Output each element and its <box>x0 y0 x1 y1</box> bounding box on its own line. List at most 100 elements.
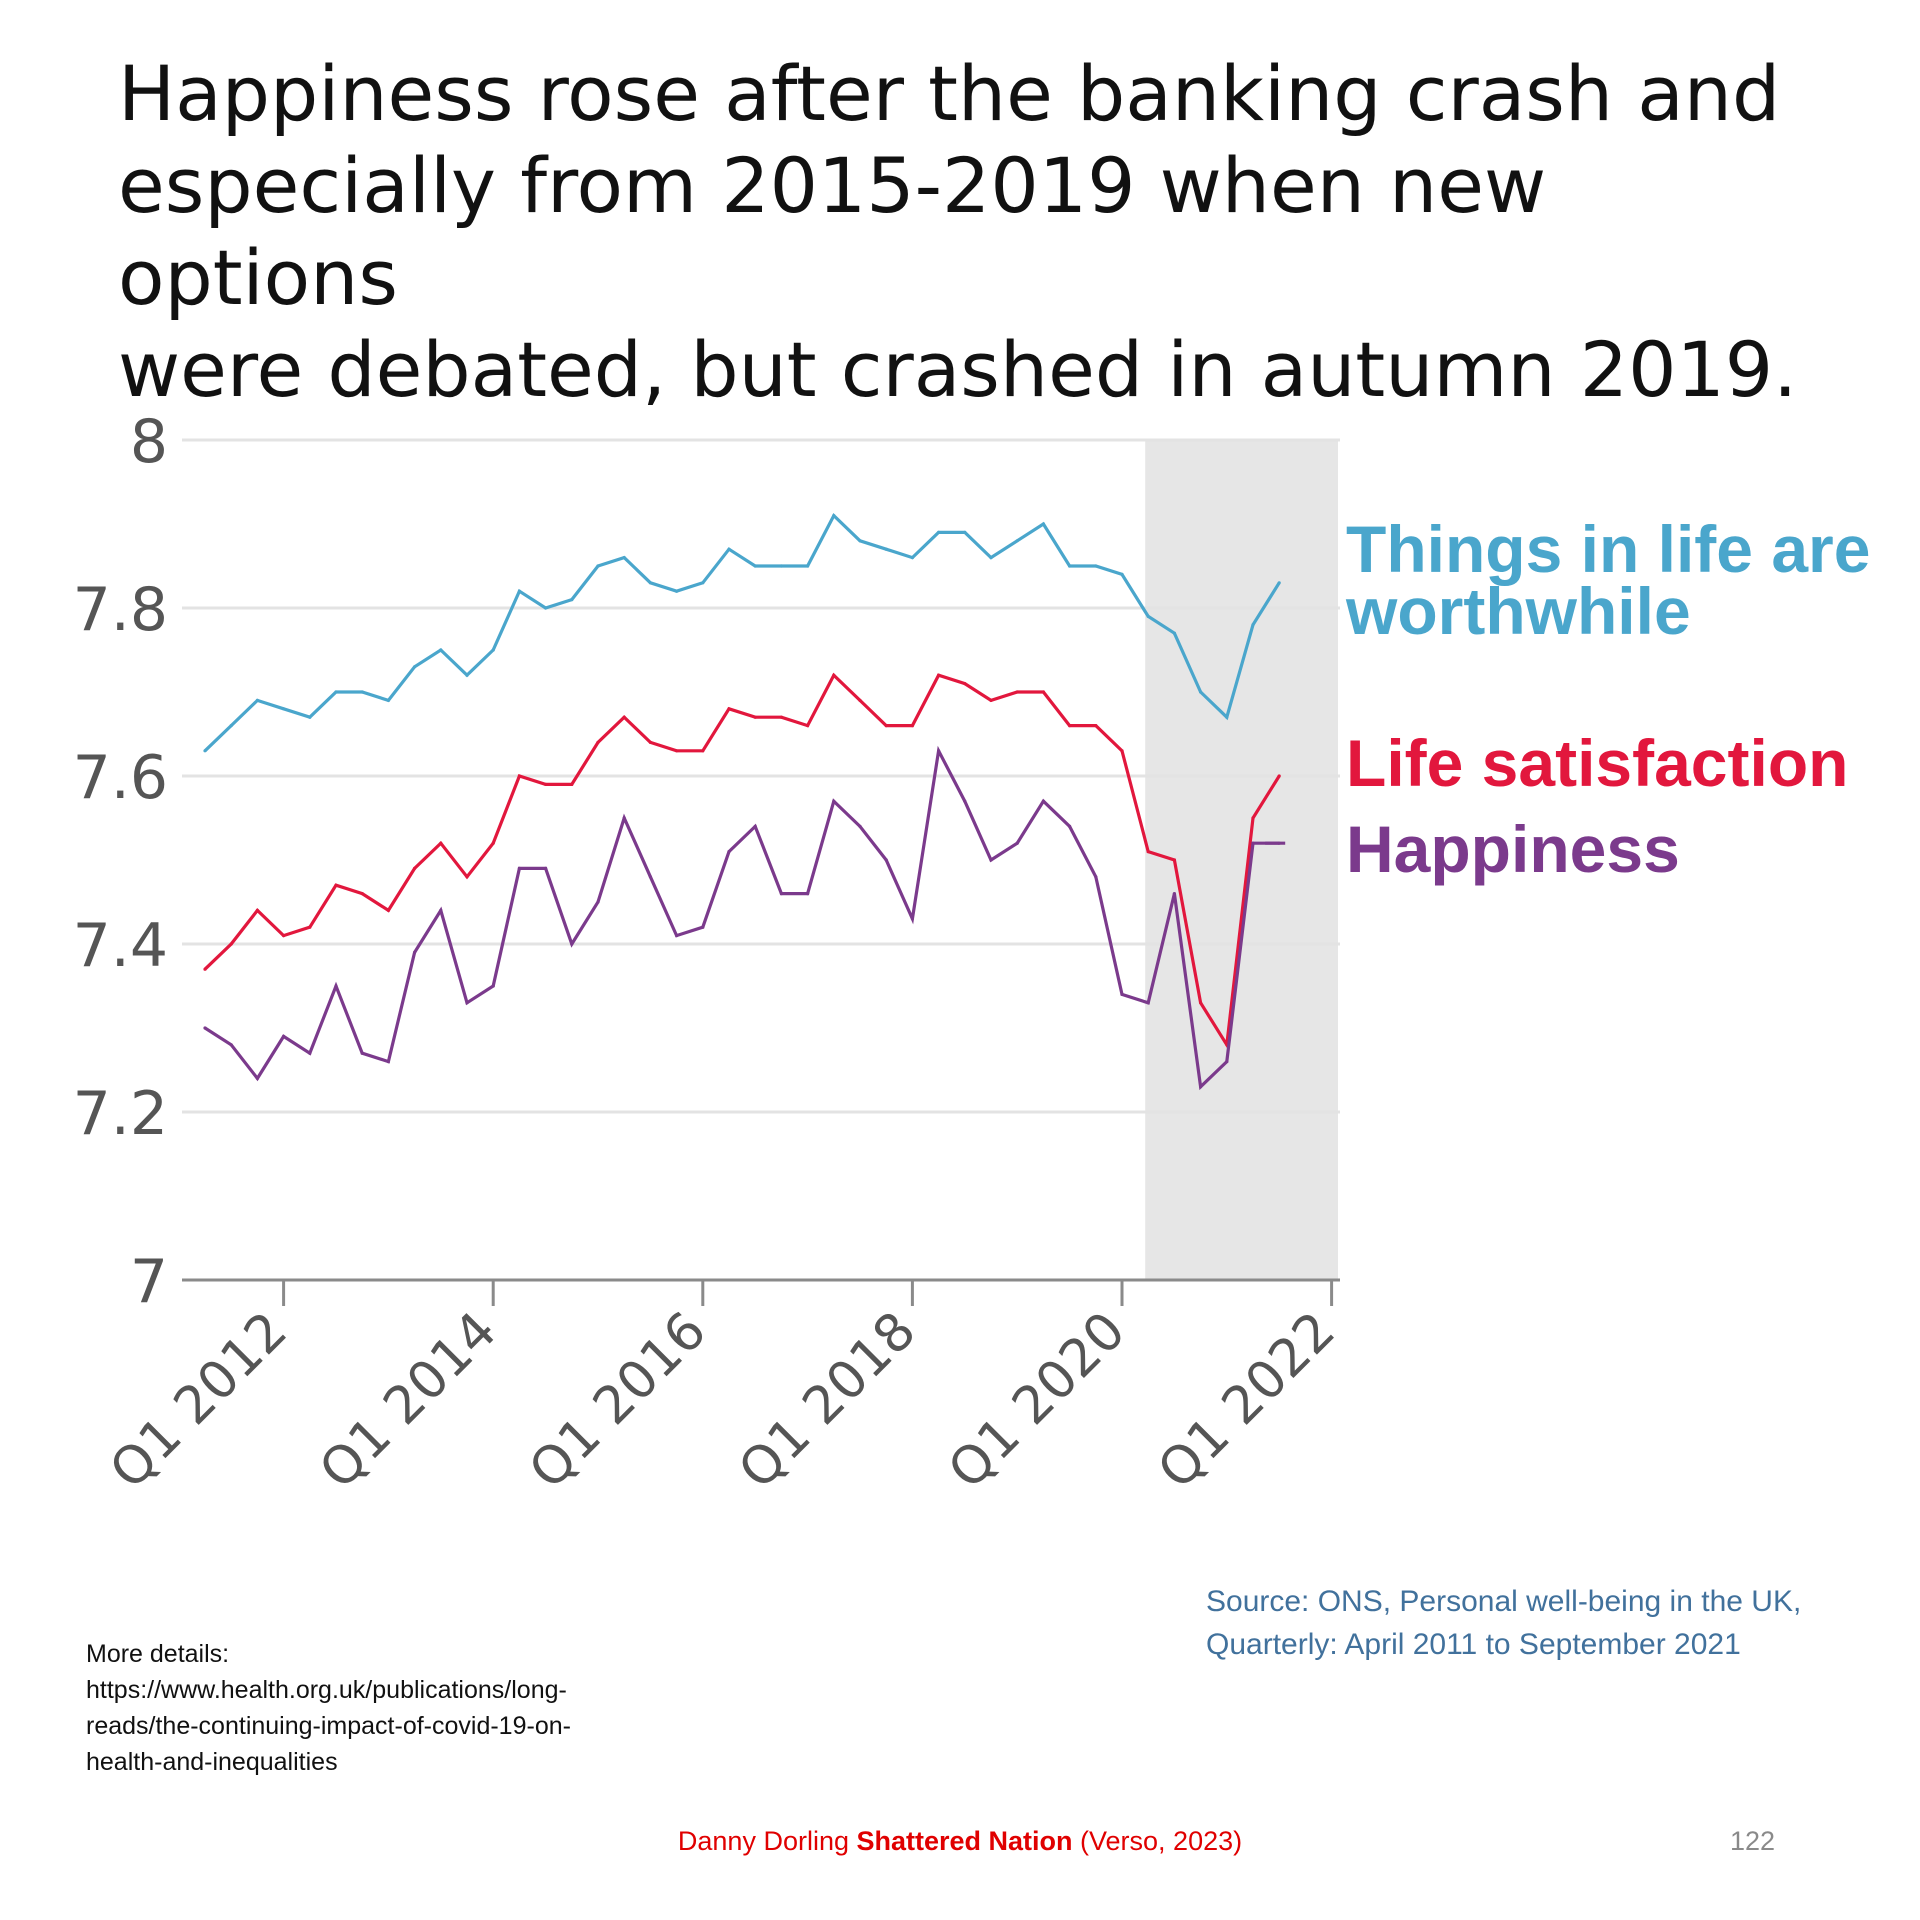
data-point-life_satisfaction <box>517 774 522 778</box>
data-point-happiness <box>675 934 679 938</box>
x-tick-label: Q1 2014 <box>308 1301 508 1501</box>
x-tick-label: Q1 2018 <box>728 1301 928 1501</box>
data-point-happiness <box>570 942 574 946</box>
data-point-happiness <box>622 816 626 820</box>
data-point-life_satisfaction <box>648 740 653 745</box>
data-point-life_satisfaction <box>701 749 705 753</box>
data-point-worthwhile <box>701 581 705 585</box>
data-point-worthwhile <box>491 648 495 652</box>
data-point-happiness <box>753 824 757 829</box>
data-point-life_satisfaction <box>1251 816 1255 820</box>
gridlines: 7 7.2 7.4 7.6 7.8 8 <box>73 407 1340 1317</box>
footer-publisher: (Verso, 2023) <box>1072 1826 1243 1856</box>
series-lines <box>203 512 1286 1091</box>
data-point-worthwhile <box>255 698 259 703</box>
data-point-worthwhile <box>386 698 390 703</box>
more-details: More details: https://www.health.org.uk/… <box>86 1636 706 1780</box>
y-tick-label: 7 <box>130 1247 168 1317</box>
data-point-life_satisfaction <box>334 883 338 887</box>
footer-book-title: Shattered Nation <box>856 1826 1073 1856</box>
data-point-worthwhile <box>858 539 862 543</box>
data-point-happiness <box>937 749 941 753</box>
data-point-life_satisfaction <box>832 673 836 677</box>
data-point-happiness <box>1225 1060 1229 1064</box>
data-point-happiness <box>806 892 810 896</box>
data-point-happiness <box>701 925 705 929</box>
covid-shaded-region <box>1145 440 1338 1280</box>
data-point-worthwhile <box>439 648 443 652</box>
footer-citation: Danny Dorling Shattered Nation (Verso, 2… <box>0 1826 1920 1857</box>
more-details-link-line-2[interactable]: reads/the-continuing-impact-of-covid-19-… <box>86 1712 571 1740</box>
data-point-life_satisfaction <box>465 875 469 879</box>
data-point-happiness <box>1041 799 1045 803</box>
data-point-happiness <box>1251 841 1255 845</box>
data-point-happiness <box>910 917 915 921</box>
data-point-worthwhile <box>675 589 679 593</box>
y-tick-label: 7.2 <box>73 1079 168 1149</box>
data-point-worthwhile <box>963 530 967 535</box>
data-point-worthwhile <box>1041 522 1045 526</box>
source-note: Source: ONS, Personal well-being in the … <box>1206 1580 1866 1666</box>
data-point-happiness <box>963 799 967 803</box>
data-point-happiness <box>727 850 731 854</box>
data-point-life_satisfaction <box>491 841 495 845</box>
series-label-life_satisfaction: Life satisfaction <box>1346 726 1848 800</box>
title-line-1: Happiness rose after the banking crash a… <box>118 49 1781 138</box>
data-point-life_satisfaction <box>622 715 626 719</box>
data-point-worthwhile <box>413 665 417 669</box>
data-point-worthwhile <box>1120 572 1124 577</box>
data-point-worthwhile <box>910 556 915 560</box>
data-point-life_satisfaction <box>1068 724 1072 728</box>
data-point-worthwhile <box>1068 564 1072 568</box>
data-point-life_satisfaction <box>779 715 784 719</box>
data-point-happiness <box>1068 824 1072 829</box>
series-label-happiness: Happiness <box>1346 812 1680 886</box>
data-point-worthwhile <box>1199 690 1203 694</box>
data-point-happiness <box>308 1051 312 1055</box>
data-point-worthwhile <box>1251 623 1255 627</box>
data-point-worthwhile <box>596 564 600 568</box>
data-point-worthwhile <box>779 564 784 568</box>
slide-title: Happiness rose after the banking crash a… <box>118 48 1818 416</box>
data-point-happiness <box>858 824 862 829</box>
data-point-life_satisfaction <box>1120 749 1124 753</box>
data-point-life_satisfaction <box>1094 724 1098 728</box>
y-tick-label: 7.6 <box>73 743 168 813</box>
data-point-happiness <box>491 984 495 988</box>
x-tick-label: Q1 2016 <box>518 1301 718 1501</box>
more-details-heading: More details: <box>86 1640 230 1668</box>
data-point-worthwhile <box>517 589 522 593</box>
more-details-link-line-3[interactable]: health-and-inequalities <box>86 1748 338 1776</box>
data-point-worthwhile <box>570 598 574 602</box>
axes: Q1 2012 Q1 2014 Q1 2016 Q1 2018 Q1 2020 Q1 20… <box>99 1278 1347 1501</box>
x-tick-label: Q1 2022 <box>1147 1301 1347 1501</box>
source-line-2: Quarterly: April 2011 to September 2021 <box>1206 1628 1741 1661</box>
x-tick-label: Q1 2012 <box>99 1301 299 1501</box>
data-point-happiness <box>596 900 600 904</box>
data-point-happiness <box>255 1076 259 1080</box>
data-point-life_satisfaction <box>386 908 390 913</box>
data-point-life_satisfaction <box>439 841 443 845</box>
data-point-happiness <box>1015 841 1019 845</box>
data-point-life_satisfaction <box>308 925 312 929</box>
data-point-life_satisfaction <box>1146 850 1150 854</box>
data-point-worthwhile <box>727 547 731 551</box>
data-point-worthwhile <box>1015 539 1019 543</box>
data-point-life_satisfaction <box>1172 858 1176 862</box>
more-details-link-line-1[interactable]: https://www.health.org.uk/publications/l… <box>86 1676 567 1704</box>
data-point-happiness <box>282 1034 286 1038</box>
data-point-life_satisfaction <box>1199 1001 1203 1005</box>
data-point-life_satisfaction <box>753 715 757 719</box>
data-point-happiness <box>360 1051 364 1055</box>
series-line-worthwhile <box>203 512 1281 752</box>
data-point-worthwhile <box>806 564 810 568</box>
data-point-happiness <box>832 799 836 803</box>
data-point-worthwhile <box>229 724 233 728</box>
data-point-life_satisfaction <box>596 740 600 745</box>
data-point-worthwhile <box>1146 614 1150 619</box>
data-point-worthwhile <box>1172 631 1176 635</box>
data-point-life_satisfaction <box>858 698 862 703</box>
data-point-worthwhile <box>282 707 286 711</box>
